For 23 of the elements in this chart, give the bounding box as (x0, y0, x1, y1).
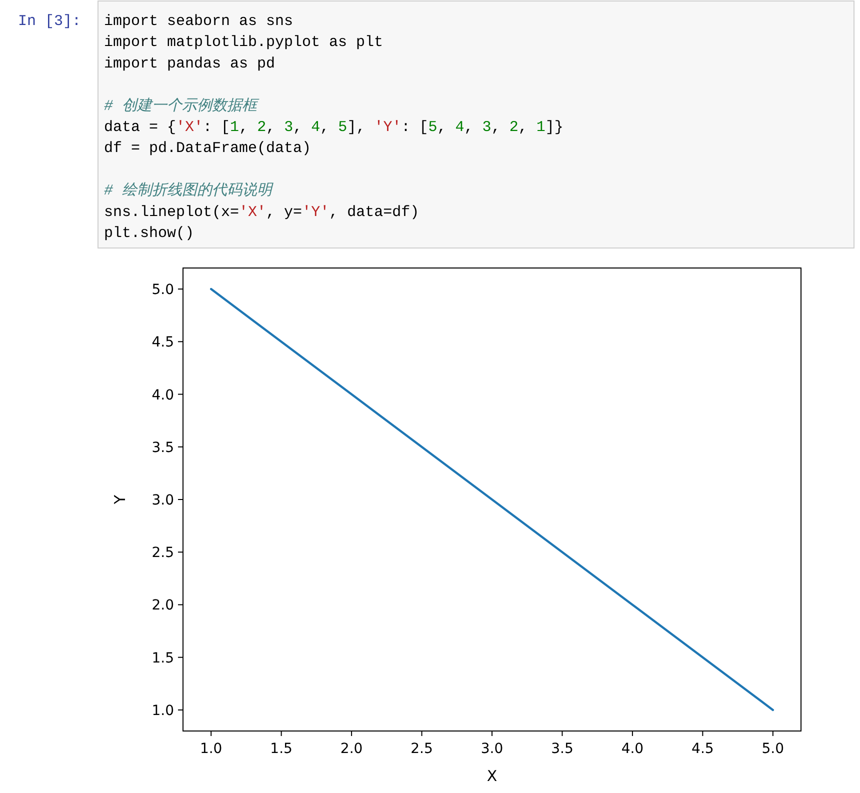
x-tick-label: 3.5 (551, 741, 574, 757)
y-tick-label: 4.5 (152, 334, 174, 351)
x-axis-title: X (486, 767, 498, 785)
y-axis-title: Y (111, 494, 129, 506)
line-series (210, 288, 774, 712)
code-cell: import seaborn as sns import matplotlib.pyplot as plt import pandas as pd # 创建一个示例数据框 data = {'X': [1, 2, 3, 4, 5], 'Y': [5, 4, 3, 2, 1]} df = pd.DataFrame(data) # 绘制折线图的代码说明 sns.lineplot(x='X', y='Y', data=df) plt.show() (98, 0, 854, 248)
y-tick-label: 1.0 (152, 702, 174, 719)
y-tick-label: 3.0 (152, 492, 174, 508)
x-tick-label: 4.0 (621, 741, 644, 757)
x-tick-label: 1.0 (200, 741, 222, 757)
x-tick-label: 1.5 (270, 741, 292, 757)
text: In [3]: (18, 13, 82, 30)
y-tick-label: 1.5 (152, 650, 174, 666)
x-tick-label: 2.5 (410, 741, 433, 757)
y-tick-label: 5.0 (152, 282, 174, 298)
y-tick-label: 2.0 (152, 598, 174, 614)
y-tick-label: 4.0 (152, 387, 174, 404)
x-tick-label: 5.0 (762, 741, 784, 757)
x-tick-label: 4.5 (692, 741, 714, 757)
x-tick-label: 3.0 (480, 741, 504, 757)
y-tick-label: 2.5 (152, 545, 174, 562)
y-tick-label: 3.5 (152, 440, 174, 456)
x-tick-label: 2.0 (340, 741, 363, 757)
